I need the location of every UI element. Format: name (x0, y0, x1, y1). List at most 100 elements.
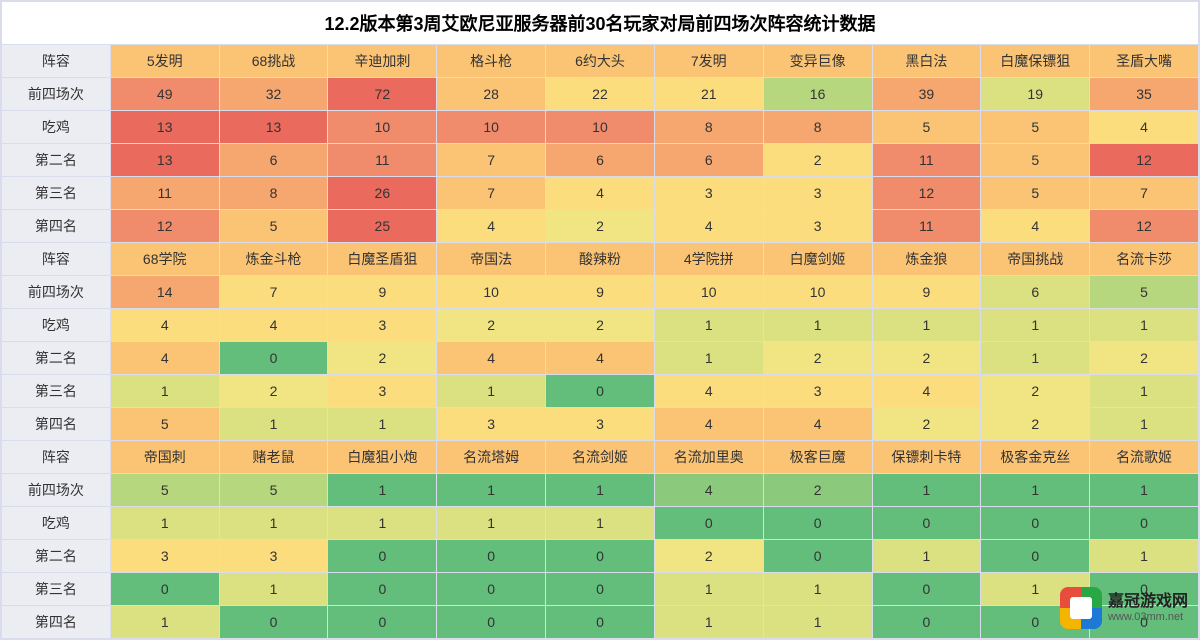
row-header-cell: 第四名 (2, 606, 111, 639)
value-cell: 1 (219, 507, 328, 540)
title-row: 12.2版本第3周艾欧尼亚服务器前30名玩家对局前四场次阵容统计数据 (2, 2, 1199, 45)
data-row: 吃鸡4432211111 (2, 309, 1199, 342)
value-cell: 10 (328, 111, 437, 144)
row-header-cell: 第三名 (2, 573, 111, 606)
comp-name-cell: 白魔保镖狙 (981, 45, 1090, 78)
comp-name-cell: 圣盾大嘴 (1090, 45, 1199, 78)
value-cell: 10 (546, 111, 655, 144)
value-cell: 2 (872, 408, 981, 441)
comp-name-cell: 酸辣粉 (546, 243, 655, 276)
value-cell: 2 (872, 342, 981, 375)
value-cell: 0 (1090, 573, 1199, 606)
value-cell: 1 (763, 573, 872, 606)
value-cell: 49 (110, 78, 219, 111)
value-cell: 0 (437, 573, 546, 606)
value-cell: 2 (219, 375, 328, 408)
value-cell: 1 (110, 507, 219, 540)
value-cell: 7 (437, 144, 546, 177)
value-cell: 1 (437, 507, 546, 540)
value-cell: 1 (328, 408, 437, 441)
value-cell: 0 (546, 573, 655, 606)
value-cell: 9 (328, 276, 437, 309)
comp-name-cell: 68学院 (110, 243, 219, 276)
value-cell: 2 (546, 309, 655, 342)
value-cell: 0 (546, 375, 655, 408)
row-header-cell: 第四名 (2, 210, 111, 243)
comp-name-cell: 7发明 (654, 45, 763, 78)
comp-name-cell: 黑白法 (872, 45, 981, 78)
data-row: 吃鸡1111100000 (2, 507, 1199, 540)
value-cell: 5 (981, 177, 1090, 210)
row-header-cell: 阵容 (2, 243, 111, 276)
row-header-cell: 前四场次 (2, 474, 111, 507)
value-cell: 2 (328, 342, 437, 375)
value-cell: 5 (110, 474, 219, 507)
value-cell: 3 (219, 540, 328, 573)
value-cell: 1 (981, 342, 1090, 375)
value-cell: 1 (763, 606, 872, 639)
value-cell: 4 (546, 342, 655, 375)
value-cell: 5 (1090, 276, 1199, 309)
data-row: 第三名1182674331257 (2, 177, 1199, 210)
value-cell: 1 (1090, 375, 1199, 408)
comp-name-cell: 辛迪加刺 (328, 45, 437, 78)
comp-name-cell: 极客金克丝 (981, 441, 1090, 474)
value-cell: 0 (437, 606, 546, 639)
data-row: 第二名4024412212 (2, 342, 1199, 375)
heatmap-table-container: 12.2版本第3周艾欧尼亚服务器前30名玩家对局前四场次阵容统计数据阵容5发明6… (0, 0, 1200, 640)
value-cell: 0 (654, 507, 763, 540)
value-cell: 3 (546, 408, 655, 441)
comp-name-cell: 5发明 (110, 45, 219, 78)
value-cell: 0 (1090, 606, 1199, 639)
value-cell: 1 (219, 408, 328, 441)
value-cell: 2 (763, 474, 872, 507)
row-header-cell: 阵容 (2, 45, 111, 78)
value-cell: 4 (654, 408, 763, 441)
value-cell: 1 (219, 573, 328, 606)
value-cell: 10 (654, 276, 763, 309)
value-cell: 2 (1090, 342, 1199, 375)
value-cell: 1 (437, 375, 546, 408)
value-cell: 4 (110, 342, 219, 375)
value-cell: 11 (872, 144, 981, 177)
value-cell: 4 (546, 177, 655, 210)
value-cell: 7 (219, 276, 328, 309)
value-cell: 5 (110, 408, 219, 441)
value-cell: 11 (328, 144, 437, 177)
value-cell: 7 (437, 177, 546, 210)
value-cell: 4 (110, 309, 219, 342)
value-cell: 11 (872, 210, 981, 243)
row-header-cell: 阵容 (2, 441, 111, 474)
comp-name-cell: 帝国挑战 (981, 243, 1090, 276)
value-cell: 5 (219, 474, 328, 507)
value-cell: 1 (654, 573, 763, 606)
value-cell: 0 (328, 540, 437, 573)
row-header-cell: 前四场次 (2, 78, 111, 111)
value-cell: 28 (437, 78, 546, 111)
value-cell: 3 (654, 177, 763, 210)
comp-name-cell: 名流剑姬 (546, 441, 655, 474)
value-cell: 0 (219, 606, 328, 639)
value-cell: 1 (328, 507, 437, 540)
value-cell: 1 (110, 606, 219, 639)
value-cell: 39 (872, 78, 981, 111)
value-cell: 12 (110, 210, 219, 243)
comp-name-cell: 名流塔姆 (437, 441, 546, 474)
value-cell: 16 (763, 78, 872, 111)
value-cell: 6 (219, 144, 328, 177)
comp-name-cell: 白魔圣盾狙 (328, 243, 437, 276)
value-cell: 5 (981, 111, 1090, 144)
value-cell: 1 (654, 309, 763, 342)
value-cell: 8 (219, 177, 328, 210)
value-cell: 1 (654, 606, 763, 639)
value-cell: 19 (981, 78, 1090, 111)
comp-name-cell: 炼金斗枪 (219, 243, 328, 276)
value-cell: 3 (328, 309, 437, 342)
row-header-cell: 吃鸡 (2, 309, 111, 342)
value-cell: 0 (872, 507, 981, 540)
value-cell: 1 (110, 375, 219, 408)
row-header-cell: 前四场次 (2, 276, 111, 309)
value-cell: 4 (437, 210, 546, 243)
value-cell: 8 (654, 111, 763, 144)
value-cell: 4 (654, 210, 763, 243)
